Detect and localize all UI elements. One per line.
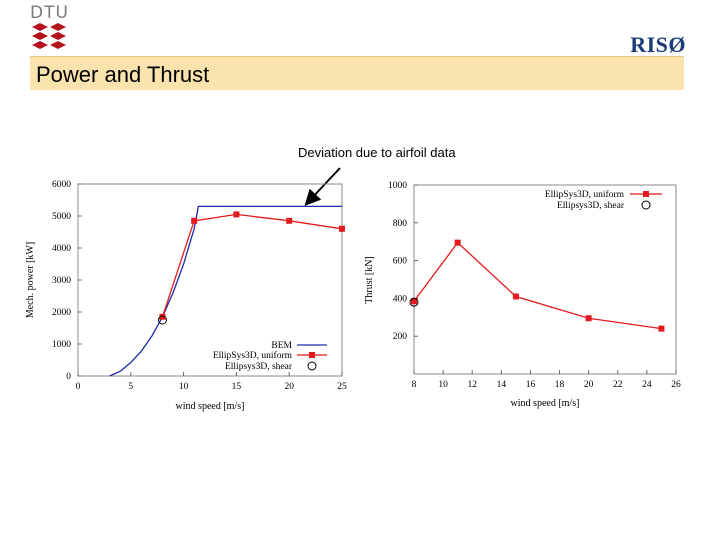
power-legend-uniform: EllipSys3D, uniform: [213, 350, 293, 361]
power-chart-series-1-line: [161, 213, 343, 318]
power-chart-xtick-label: 15: [232, 382, 242, 392]
power-legend-uniform-marker: [309, 352, 315, 358]
thrust-chart-series-0-point: [585, 315, 592, 322]
thrust-chart-xtick-label: 14: [497, 380, 507, 390]
thrust-chart-xtick-label: 16: [526, 380, 536, 390]
thrust-chart-xtick-label: 22: [613, 380, 623, 390]
thrust-chart-xtick-label: 24: [642, 380, 652, 390]
power-chart-xtick-label: 25: [337, 382, 347, 392]
thrust-chart-ytick-label: 600: [393, 257, 408, 267]
power-chart-ytick-label: 3000: [52, 276, 71, 286]
power-chart-series: [109, 205, 345, 377]
thrust-chart: 8 10 12 14 16 18 20 22 24 26 200 400 600 800 1000 wind…: [364, 181, 681, 409]
thrust-chart-ticks: 8 10 12 14 16 18 20 22 24 26 200 400 600 800 1000: [388, 181, 681, 390]
power-chart-xtick-label: 20: [284, 382, 294, 392]
thrust-chart-frame: [413, 184, 677, 375]
power-chart-legend: BEM EllipSys3D, uniform Ellipsys3D, shea…: [213, 341, 327, 372]
thrust-chart-ytick-label: 200: [393, 332, 408, 342]
thrust-chart-xtick-label: 10: [438, 380, 448, 390]
thrust-chart-series: [409, 239, 665, 332]
power-chart-series-0-line: [109, 205, 342, 377]
power-chart-ytick-label: 1000: [52, 340, 71, 350]
power-legend-bem: BEM: [271, 341, 292, 351]
power-chart-series-1-point: [159, 313, 166, 320]
power-chart-xtick-label: 5: [128, 382, 133, 392]
power-chart-series-1-point: [286, 217, 293, 224]
title-band: Power and Thrust: [30, 56, 684, 90]
thrust-legend-uniform-marker: [643, 191, 649, 197]
thrust-chart-xtick-label: 26: [671, 380, 681, 390]
power-chart-ytick-label: 2000: [52, 308, 71, 318]
thrust-chart-xtick-label: 18: [555, 380, 565, 390]
riso-logo: RISØ: [630, 32, 686, 57]
power-chart-ytick-label: 6000: [52, 180, 71, 190]
thrust-chart-xtick-label: 8: [412, 380, 417, 390]
power-chart-ylabel: Mech. power [kW]: [25, 242, 36, 318]
power-chart-ytick-label: 5000: [52, 212, 71, 222]
power-chart-xtick-label: 0: [76, 382, 81, 392]
thrust-chart-series-0-point: [658, 325, 665, 332]
power-chart-xtick-label: 10: [179, 382, 189, 392]
thrust-chart-series-0-point: [512, 293, 519, 300]
thrust-chart-ytick-label: 1000: [388, 181, 407, 191]
thrust-chart-xtick-label: 12: [467, 380, 477, 390]
power-chart-series-1-point: [233, 211, 240, 218]
thrust-chart-ytick-label: 800: [393, 219, 408, 229]
power-chart-ytick-label: 0: [66, 372, 71, 382]
power-chart-xlabel: wind speed [m/s]: [176, 401, 245, 412]
thrust-chart-ytick-label: 400: [393, 294, 408, 304]
deviation-annotation: Deviation due to airfoil data: [298, 145, 456, 160]
dtu-logo: DTU: [30, 4, 70, 56]
power-chart: 0 5 10 15 20 25 0 1000 2000 3000 4000 5000 6000 wind…: [25, 180, 347, 412]
thrust-chart-legend: EllipSys3D, uniform Ellipsys3D, shear: [545, 189, 662, 211]
thrust-chart-series-0-point: [411, 298, 417, 305]
power-chart-ticks: 0 5 10 15 20 25 0 1000 2000 3000 4000 5000 6000: [52, 180, 347, 392]
thrust-chart-series-1-point: [409, 297, 419, 307]
thrust-legend-shear: Ellipsys3D, shear: [557, 201, 625, 211]
dtu-logo-emblem: [32, 23, 66, 49]
power-chart-series-2-point: [157, 315, 167, 325]
power-chart-ytick-label: 4000: [52, 244, 71, 254]
thrust-chart-xtick-label: 20: [584, 380, 594, 390]
slide-title: Power and Thrust: [36, 62, 210, 87]
thrust-chart-series-0-line: [413, 241, 662, 330]
power-legend-shear-marker: [307, 361, 317, 371]
thrust-chart-ylabel: Thrust [kN]: [364, 256, 375, 304]
power-chart-frame: [77, 183, 343, 377]
power-legend-shear: Ellipsys3D, shear: [225, 362, 293, 372]
dtu-logo-text: DTU: [30, 3, 69, 23]
power-chart-series-1-point: [191, 217, 198, 224]
thrust-chart-series-0-point: [454, 239, 461, 246]
thrust-legend-uniform: EllipSys3D, uniform: [545, 189, 625, 200]
thrust-legend-shear-marker: [641, 200, 651, 210]
thrust-chart-xlabel: wind speed [m/s]: [511, 398, 580, 409]
power-chart-series-1-point: [339, 225, 345, 232]
